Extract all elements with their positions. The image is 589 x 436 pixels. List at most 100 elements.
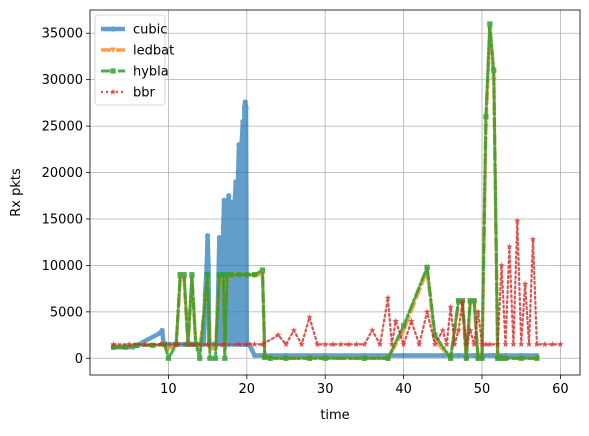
data-point-bbr — [126, 341, 133, 348]
data-point-bbr — [549, 341, 556, 348]
data-point-hybla — [483, 114, 489, 120]
data-point-bbr — [470, 341, 478, 348]
data-point-cubic — [216, 234, 222, 241]
data-point-bbr — [439, 327, 446, 334]
data-point-bbr — [431, 341, 439, 348]
x-axis-label: time — [320, 408, 349, 423]
data-point-hybla — [385, 355, 391, 361]
data-point-bbr — [514, 217, 521, 224]
data-point-bbr — [204, 341, 211, 348]
data-point-hybla — [499, 355, 505, 361]
data-point-cubic — [455, 352, 462, 359]
legend-label-bbr: bbr — [133, 86, 156, 101]
data-point-cubic — [205, 233, 211, 239]
legend-box — [94, 14, 166, 106]
x-tick-label: 30 — [317, 382, 334, 397]
data-point-bbr — [463, 341, 470, 348]
y-tick-label: 25000 — [42, 120, 83, 135]
legend-item-bbr — [101, 88, 125, 95]
legend-label-hybla: hybla — [133, 65, 169, 80]
data-point-bbr — [423, 308, 431, 315]
data-point-bbr — [353, 341, 360, 348]
data-point-bbr — [306, 314, 313, 321]
data-point-cubic — [235, 169, 241, 176]
data-point-cubic — [226, 193, 232, 199]
data-point-hybla — [236, 272, 242, 278]
x-tick-label: 40 — [395, 382, 412, 397]
data-point-hybla — [475, 355, 481, 361]
data-point-hybla — [181, 272, 187, 278]
data-point-bbr — [329, 341, 337, 348]
data-point-bbr — [486, 341, 494, 348]
data-point-hybla — [252, 272, 258, 278]
data-point-bbr — [173, 341, 180, 348]
y-tick-label: 15000 — [42, 212, 83, 227]
data-point-hybla — [197, 355, 203, 361]
data-point-bbr — [502, 341, 509, 348]
data-point-bbr — [525, 341, 533, 348]
data-point-hybla — [491, 67, 497, 73]
data-point-hybla — [165, 355, 171, 361]
data-point-hybla — [534, 355, 540, 361]
y-tick-label: 10000 — [42, 259, 83, 274]
data-point-hybla — [424, 264, 430, 270]
data-point-bbr — [443, 341, 450, 348]
data-point-bbr — [400, 341, 407, 348]
data-point-cubic — [221, 197, 227, 203]
data-point-bbr — [498, 262, 505, 269]
data-point-bbr — [274, 331, 282, 338]
data-point-hybla — [479, 355, 485, 361]
data-point-bbr — [220, 341, 227, 348]
data-point-hybla — [259, 267, 266, 273]
data-point-bbr — [314, 341, 321, 348]
data-point-cubic — [487, 352, 493, 359]
x-tick-label: 10 — [160, 382, 177, 397]
data-point-bbr — [298, 341, 305, 348]
y-axis-label: Rx pkts — [9, 168, 24, 217]
data-point-hybla — [110, 344, 117, 350]
series-group — [110, 21, 564, 362]
data-point-bbr — [529, 236, 537, 243]
legend-marker-ledbat — [110, 47, 116, 53]
data-point-bbr — [141, 341, 149, 348]
data-point-hybla — [228, 272, 234, 278]
legend-label-cubic: cubic — [133, 23, 167, 38]
data-point-bbr — [322, 341, 329, 348]
legend-marker-bbr — [109, 88, 117, 95]
data-point-bbr — [408, 317, 415, 324]
series-line-hybla — [112, 22, 539, 360]
data-point-hybla — [189, 272, 195, 278]
y-tick-label: 5000 — [50, 305, 83, 320]
data-point-bbr — [290, 327, 298, 334]
data-point-hybla — [361, 355, 367, 361]
data-point-bbr — [392, 317, 399, 324]
data-point-hybla — [401, 323, 407, 329]
data-point-hybla — [306, 355, 313, 361]
data-point-bbr — [557, 341, 564, 348]
data-point-cubic — [220, 225, 226, 231]
legend-marker-hybla — [110, 68, 116, 74]
data-point-hybla — [150, 342, 156, 348]
data-point-hybla — [432, 332, 438, 338]
data-point-bbr — [345, 341, 352, 348]
data-point-hybla — [448, 355, 454, 361]
data-point-bbr — [482, 341, 490, 348]
data-point-hybla — [471, 298, 477, 304]
data-point-bbr — [369, 327, 376, 334]
data-point-bbr — [510, 341, 517, 348]
data-point-hybla — [244, 272, 250, 278]
data-point-hybla — [220, 272, 226, 278]
data-point-bbr — [533, 341, 541, 348]
legend-item-ledbat — [101, 47, 125, 53]
data-point-bbr — [416, 341, 423, 348]
data-point-hybla — [205, 272, 211, 278]
data-point-cubic — [205, 262, 211, 269]
data-point-bbr — [243, 341, 250, 348]
data-point-hybla — [455, 298, 462, 304]
legend-label-ledbat: ledbat — [133, 44, 174, 59]
data-point-hybla — [322, 355, 328, 361]
data-point-cubic — [252, 352, 258, 359]
data-point-bbr — [451, 341, 458, 348]
y-tick-label: 20000 — [42, 166, 83, 181]
